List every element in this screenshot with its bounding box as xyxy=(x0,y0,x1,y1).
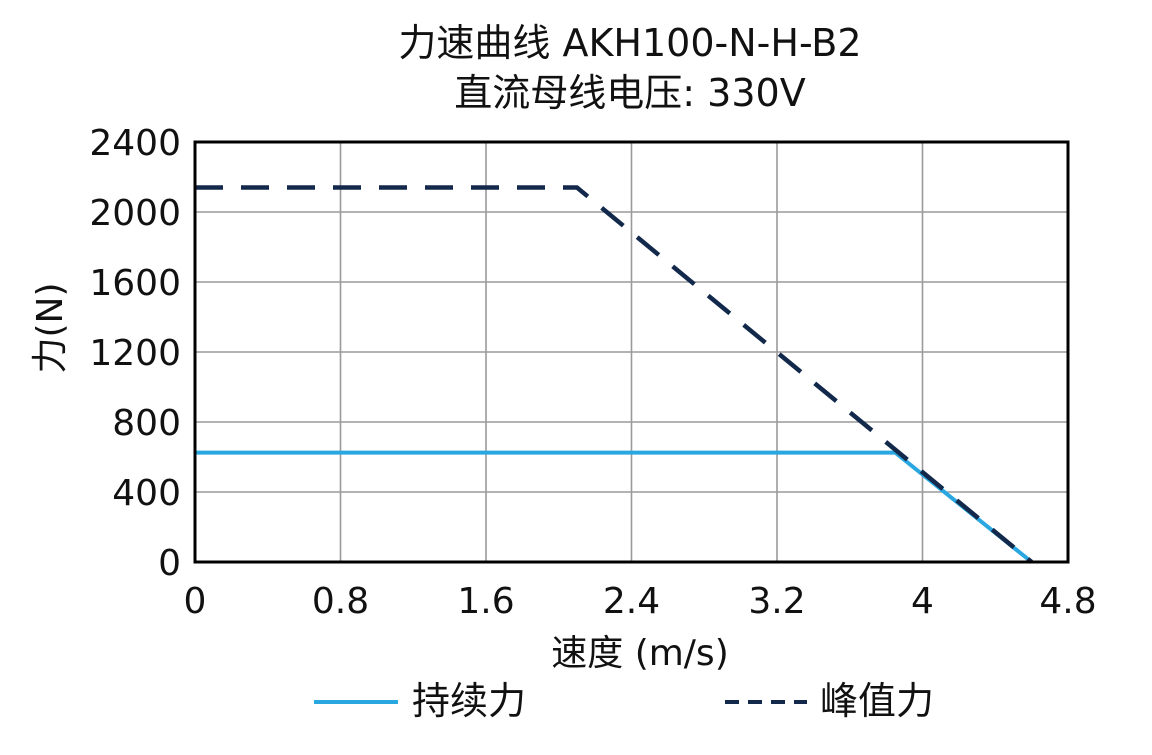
plot-frame xyxy=(193,140,1070,564)
y-tick-label: 1200 xyxy=(89,333,181,374)
legend-label-1: 峰值力 xyxy=(820,679,934,723)
x-tick-label: 3.2 xyxy=(748,581,805,622)
y-tick-label: 800 xyxy=(112,403,181,444)
x-tick-label: 2.4 xyxy=(603,581,660,622)
chart-title: 力速曲线 AKH100-N-H-B2 xyxy=(398,21,861,65)
x-tick-label: 4 xyxy=(911,581,934,622)
y-tick-label: 2000 xyxy=(89,193,181,234)
y-tick-label: 400 xyxy=(112,473,181,514)
grid-layer xyxy=(194,141,1069,563)
x-tick-labels: 0 0.8 1.6 2.4 3.2 4 4.8 xyxy=(184,581,1097,622)
x-axis-label: 速度 (m/s) xyxy=(551,633,729,674)
y-tick-label: 2400 xyxy=(89,123,181,164)
x-tick-label: 0 xyxy=(184,581,207,622)
y-tick-label: 0 xyxy=(158,543,181,584)
chart-subtitle: 直流母线电压: 330V xyxy=(454,71,805,115)
series-line-1 xyxy=(195,185,1034,564)
series-layer xyxy=(195,185,1034,564)
x-tick-label: 0.8 xyxy=(312,581,369,622)
legend: 持续力 峰值力 xyxy=(314,679,934,723)
y-axis-label: 力(N) xyxy=(30,282,71,373)
x-tick-label: 4.8 xyxy=(1039,581,1096,622)
series-line-0 xyxy=(195,450,1033,564)
x-tick-label: 1.6 xyxy=(457,581,514,622)
y-tick-label: 1600 xyxy=(89,263,181,304)
legend-label-0: 持续力 xyxy=(412,679,526,723)
y-tick-labels: 0 400 800 1200 1600 2000 2400 xyxy=(89,123,181,584)
